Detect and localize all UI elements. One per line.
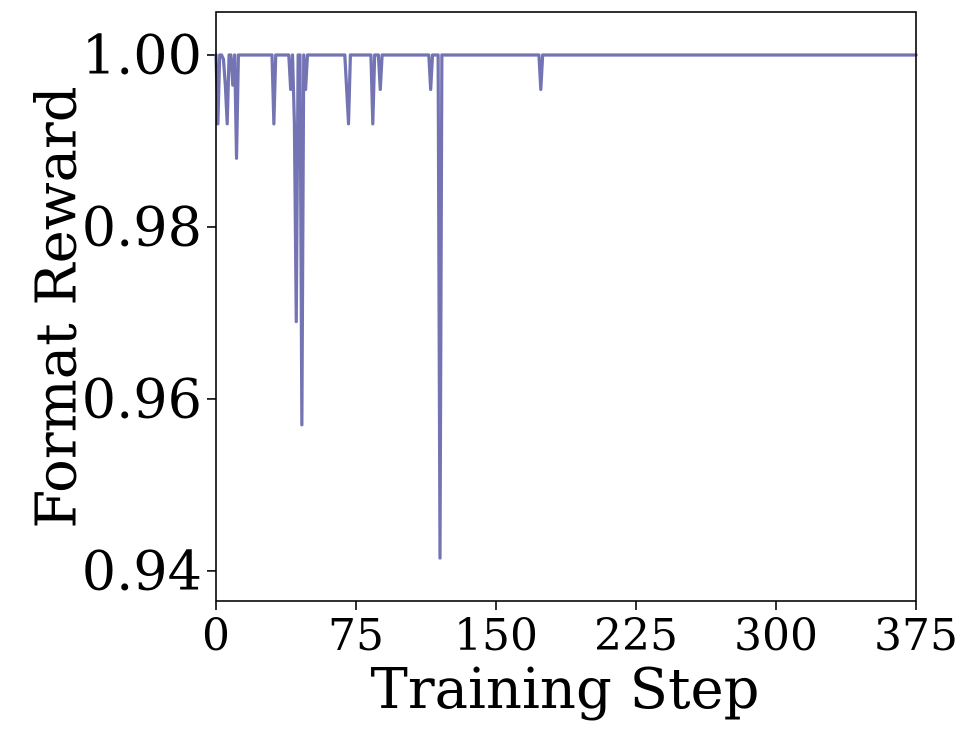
x-tick-label: 300 (734, 610, 818, 661)
x-tick-label: 225 (594, 610, 678, 661)
x-axis-ticks: 0 75 150 225 300 375 (202, 601, 958, 661)
y-axis-ticks: 0.94 0.96 0.98 1.00 (82, 23, 216, 602)
y-tick-label: 0.94 (82, 539, 202, 602)
x-axis-title: Training Step (371, 657, 760, 722)
y-tick-label: 0.96 (82, 367, 202, 430)
x-tick-label: 0 (202, 610, 230, 661)
plot-frame (215, 11, 917, 602)
y-tick-label: 1.00 (82, 23, 202, 86)
x-tick-label: 375 (874, 610, 958, 661)
y-tick-label: 0.98 (82, 195, 202, 258)
x-tick-label: 150 (454, 610, 538, 661)
format-reward-line (214, 53, 918, 560)
y-axis-title: Format Reward (25, 86, 90, 528)
x-tick-label: 75 (328, 610, 384, 661)
